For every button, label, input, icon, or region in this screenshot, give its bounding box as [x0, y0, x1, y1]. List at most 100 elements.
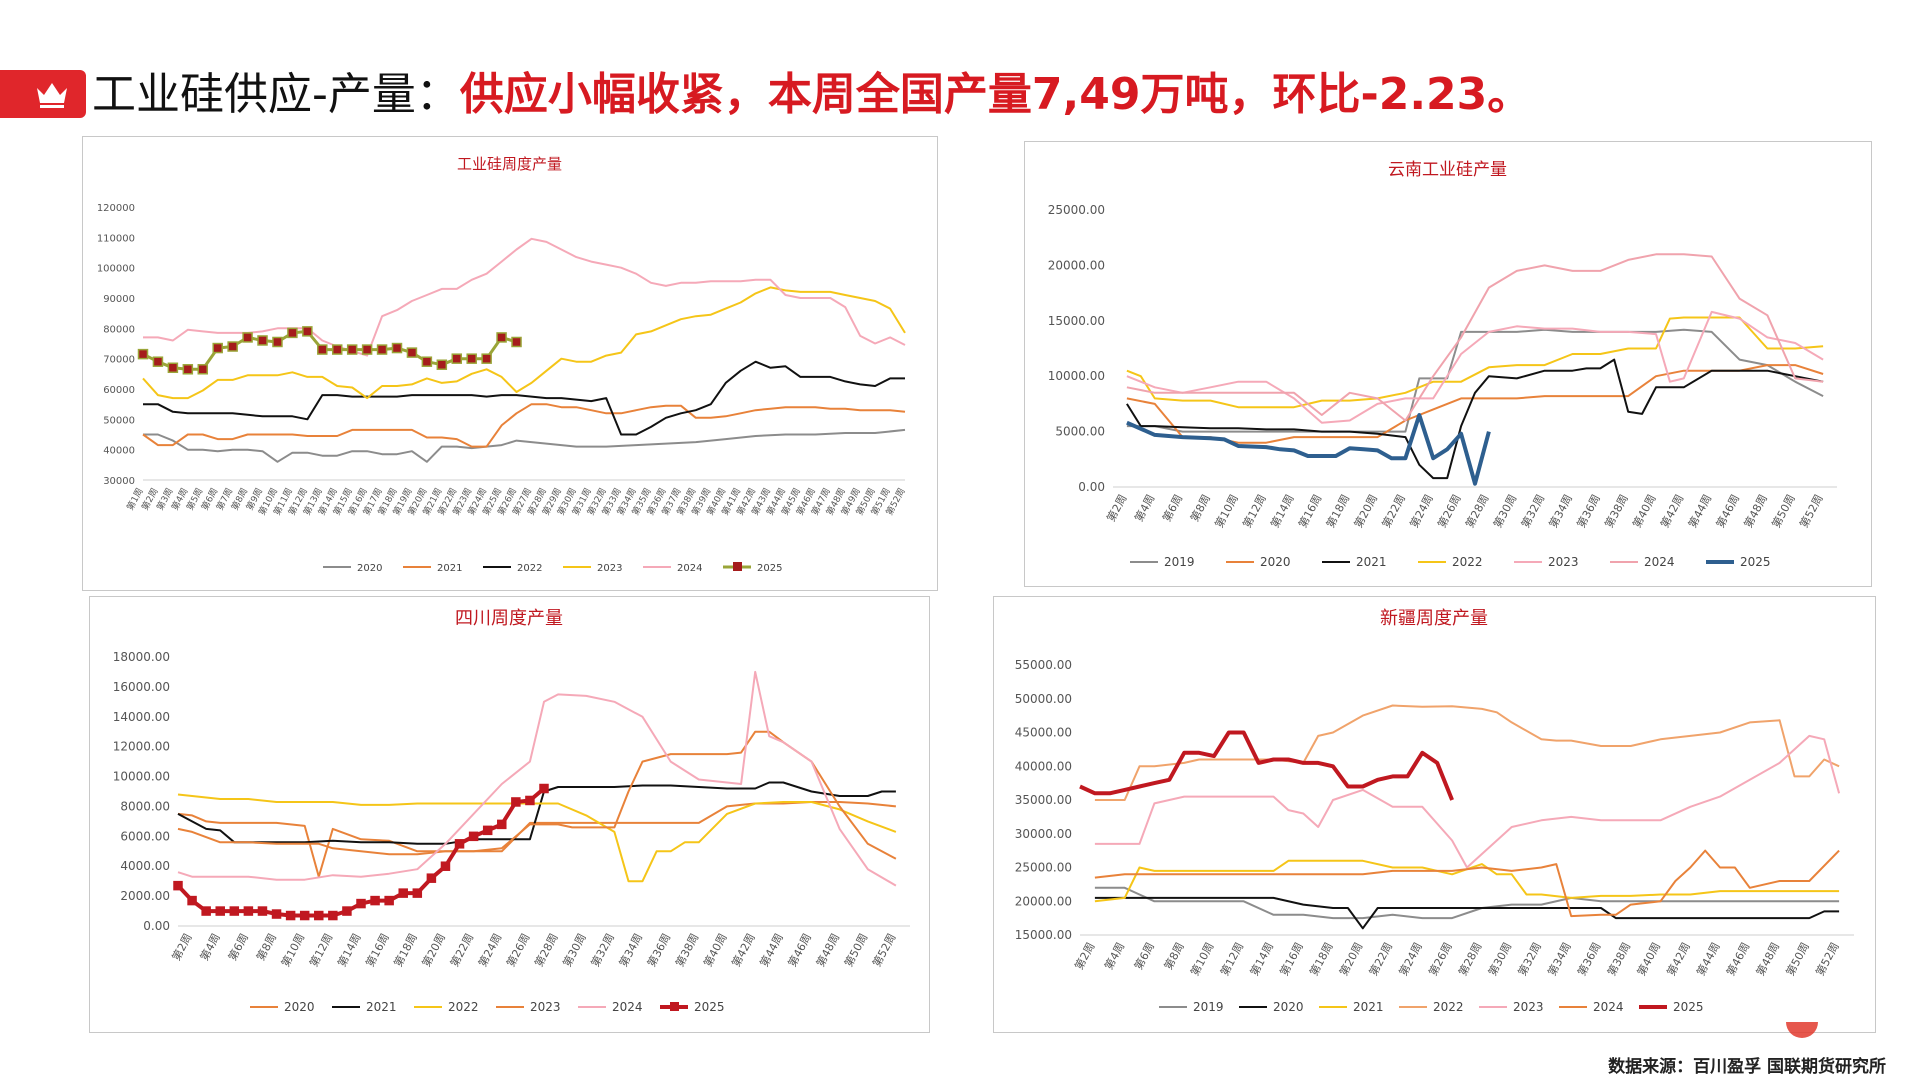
series-line-2023 [1126, 310, 1824, 424]
y-tick-label: 120000 [97, 203, 135, 214]
legend-label: 2022 [517, 563, 542, 574]
x-tick-label: 第48周 [1753, 940, 1782, 978]
data-point [391, 342, 403, 354]
x-tick-label: 第26周 [503, 931, 532, 969]
x-tick-label: 第30周 [1490, 492, 1519, 530]
series-line-2020 [1126, 364, 1824, 444]
series-line-2022 [177, 793, 897, 883]
data-point [342, 906, 352, 916]
legend-label: 2024 [612, 1000, 643, 1014]
x-tick-label: 第20周 [1336, 940, 1365, 978]
data-point [451, 353, 463, 364]
x-tick-label: 第32周 [1515, 940, 1544, 978]
y-tick-label: 40000 [103, 446, 135, 457]
series-line-2023 [1094, 734, 1841, 869]
title-main: 工业硅供应-产量： [92, 69, 460, 120]
series-line-2024 [1094, 849, 1840, 918]
data-point [370, 895, 380, 906]
x-tick-label: 第44周 [757, 931, 786, 969]
data-point [257, 335, 268, 346]
legend-label: 2022 [448, 1000, 479, 1014]
data-point [302, 326, 313, 337]
x-tick-label: 第22周 [1366, 940, 1395, 978]
y-tick-label: 90000 [103, 294, 135, 305]
x-tick-label: 第6周 [225, 931, 251, 963]
chart-title: 四川周度产量 [455, 608, 563, 629]
chart-panel-yunnan: 云南工业硅产量 0.00 5000.00 10000.00 15000.00 20000.… [1024, 141, 1872, 587]
x-tick-label: 第38周 [1602, 492, 1631, 530]
series-line-2019 [1126, 328, 1824, 433]
y-tick-label: 50000.00 [1015, 692, 1072, 706]
data-point [137, 348, 149, 360]
x-tick-label: 第12周 [1217, 940, 1246, 978]
y-tick-label: 10000.00 [1048, 369, 1105, 383]
x-tick-label: 第52周 [1796, 492, 1825, 530]
x-tick-label: 第30周 [1485, 940, 1514, 978]
x-tick-label: 第6周 [1131, 940, 1157, 972]
series-line-2023 [177, 730, 897, 860]
chart-title: 云南工业硅产量 [1388, 160, 1507, 180]
data-point [426, 873, 437, 883]
x-tick-label: 第38周 [1604, 940, 1633, 978]
data-point [272, 336, 283, 348]
x-tick-label: 第10周 [278, 931, 307, 969]
data-point [511, 797, 521, 807]
y-tick-label: 60000 [103, 385, 135, 396]
legend-label: 2023 [597, 563, 622, 574]
y-tick-label: 8000.00 [120, 799, 170, 813]
series-line-2025 [1079, 730, 1454, 801]
data-point [242, 332, 253, 343]
x-tick-label: 第14周 [334, 931, 363, 969]
x-tick-label: 第48周 [1741, 492, 1770, 530]
data-point [331, 344, 343, 355]
y-tick-label: 15000.00 [1015, 928, 1072, 942]
y-tick-label: 30000 [103, 476, 135, 487]
x-tick-label: 第24周 [1396, 940, 1425, 978]
x-tick-label: 第52周 [1813, 940, 1842, 978]
x-tick-label: 第30周 [560, 931, 589, 969]
data-point [229, 906, 240, 916]
y-tick-label: 30000.00 [1015, 827, 1072, 841]
x-tick-label: 第28周 [1455, 940, 1484, 978]
decorative-dot [1786, 1022, 1818, 1038]
y-tick-label: 70000 [103, 355, 135, 366]
x-tick-label: 第32周 [1518, 492, 1547, 530]
data-point [299, 910, 310, 921]
data-point [182, 364, 194, 375]
x-tick-label: 第28周 [1462, 492, 1491, 530]
series-line-2023 [142, 286, 906, 400]
page-title: 工业硅供应-产量：供应小幅收紧，本周全国产量7,49万吨，环比-2.23。 [92, 66, 1531, 124]
y-tick-label: 45000.00 [1015, 726, 1072, 740]
chart-title: 新疆周度产量 [1380, 608, 1488, 629]
chart-panel-national: 工业硅周度产量 30000 40000 50000 60000 70000 80000 900… [82, 136, 938, 591]
series-line-2020 [1094, 896, 1840, 930]
x-tick-label: 第50周 [1769, 492, 1798, 530]
x-tick-label: 第42周 [1657, 492, 1686, 530]
chart-national: 工业硅周度产量 30000 40000 50000 60000 70000 80000 900… [97, 155, 908, 574]
y-tick-label: 20000.00 [1048, 258, 1105, 272]
x-tick-label: 第36周 [1574, 940, 1603, 978]
data-point [406, 347, 418, 358]
x-tick-label: 第2周 [1104, 492, 1130, 524]
legend-marker [670, 1002, 679, 1011]
x-tick-label: 第28周 [531, 931, 560, 969]
x-tick-label: 第14周 [1267, 492, 1296, 530]
x-tick-label: 第2周 [1072, 940, 1098, 972]
x-tick-label: 第6周 [1159, 492, 1185, 524]
data-point [167, 362, 179, 374]
y-tick-label: 40000.00 [1015, 759, 1072, 773]
x-tick-label: 第14周 [1247, 940, 1276, 978]
x-tick-label: 第24周 [1407, 492, 1436, 530]
x-tick-label: 第52周 [869, 931, 898, 969]
data-point [497, 819, 507, 830]
source-note: 数据来源：百川盈孚 国联期货研究所 [1608, 1057, 1886, 1077]
y-tick-label: 0.00 [1078, 480, 1105, 494]
data-point [496, 332, 507, 343]
x-tick-label: 第20周 [419, 931, 448, 969]
x-tick-label: 第22周 [1379, 492, 1408, 530]
x-tick-label: 第40周 [700, 931, 729, 969]
legend-label: 2025 [694, 1000, 725, 1014]
legend-label: 2020 [1260, 555, 1291, 569]
x-tick-label: 第2周 [169, 931, 195, 963]
y-tick-label: 20000.00 [1015, 894, 1072, 908]
